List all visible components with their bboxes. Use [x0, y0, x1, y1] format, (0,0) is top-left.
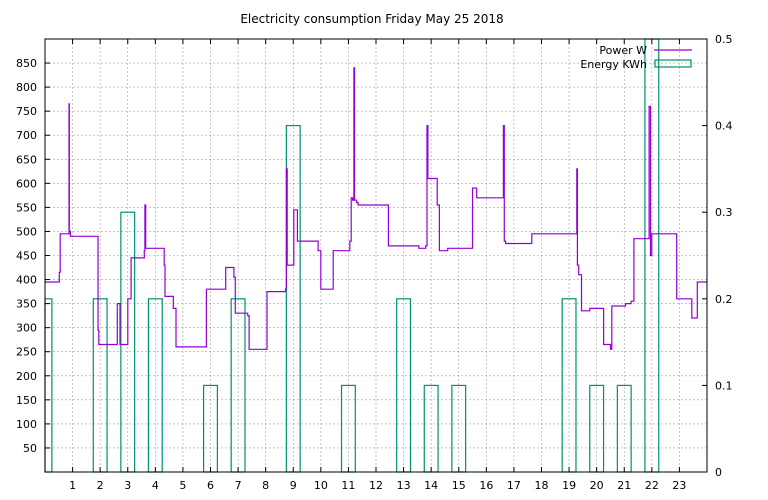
x-tick-label: 7: [235, 479, 242, 492]
x-tick-label: 16: [479, 479, 493, 492]
x-tick-label: 3: [124, 479, 131, 492]
x-tick-label: 15: [452, 479, 466, 492]
y-tick-label: 350: [16, 298, 37, 311]
y-tick-label: 150: [16, 394, 37, 407]
x-tick-label: 13: [397, 479, 411, 492]
legend: Power W Energy KWh: [580, 44, 692, 71]
x-tick-label: 4: [152, 479, 159, 492]
y-tick-label: 850: [16, 57, 37, 70]
x-tick-label: 11: [341, 479, 355, 492]
y-tick-label: 200: [16, 370, 37, 383]
y-tick-label: 450: [16, 250, 37, 263]
y-tick-label: 100: [16, 418, 37, 431]
power-line: [45, 67, 707, 350]
y-tick-label: 650: [16, 153, 37, 166]
y-tick-label: 550: [16, 201, 37, 214]
x-tick-label: 6: [207, 479, 214, 492]
y2-tick-label: 0.2: [715, 293, 733, 306]
x-tick-label: 22: [645, 479, 659, 492]
x-tick-label: 10: [314, 479, 328, 492]
chart-title: Electricity consumption Friday May 25 20…: [240, 12, 503, 26]
y-axis-left: 50 100 150 200 250 300 350 400 450 500 550 600 650 70…: [16, 57, 50, 455]
x-tick-label: 21: [617, 479, 631, 492]
x-tick-label: 14: [424, 479, 438, 492]
y2-tick-label: 0: [715, 466, 722, 479]
x-tick-label: 1: [69, 479, 76, 492]
y2-tick-label: 0.4: [715, 120, 733, 133]
x-tick-label: 20: [590, 479, 604, 492]
x-tick-label: 19: [562, 479, 576, 492]
x-tick-label: 5: [179, 479, 186, 492]
y2-tick-label: 0.1: [715, 379, 733, 392]
x-axis: 1 2 3 4 5 6 7 8 9 10 11 12 13 14 15 16 17 18 19 20 21 22 23: [69, 39, 686, 492]
grid: [45, 39, 707, 472]
x-tick-label: 18: [535, 479, 549, 492]
x-tick-label: 12: [369, 479, 383, 492]
legend-label-power: Power W: [599, 44, 647, 57]
y-tick-label: 750: [16, 105, 37, 118]
y-tick-label: 250: [16, 346, 37, 359]
y-tick-label: 400: [16, 274, 37, 287]
x-tick-label: 2: [97, 479, 104, 492]
x-tick-label: 17: [507, 479, 521, 492]
legend-label-energy: Energy KWh: [580, 58, 647, 71]
y-tick-label: 700: [16, 129, 37, 142]
x-tick-label: 9: [290, 479, 297, 492]
y-tick-label: 50: [23, 442, 37, 455]
y-tick-label: 600: [16, 177, 37, 190]
energy-bar: [44, 298, 53, 473]
y-tick-label: 500: [16, 225, 37, 238]
y-tick-label: 800: [16, 81, 37, 94]
x-tick-label: 23: [672, 479, 686, 492]
y2-tick-label: 0.5: [715, 33, 733, 46]
legend-swatch-energy: [654, 59, 692, 68]
y2-tick-label: 0.3: [715, 206, 733, 219]
y-axis-right: 0 0.1 0.2 0.3 0.4 0.5: [702, 33, 733, 479]
x-tick-label: 8: [262, 479, 269, 492]
y-tick-label: 300: [16, 322, 37, 335]
